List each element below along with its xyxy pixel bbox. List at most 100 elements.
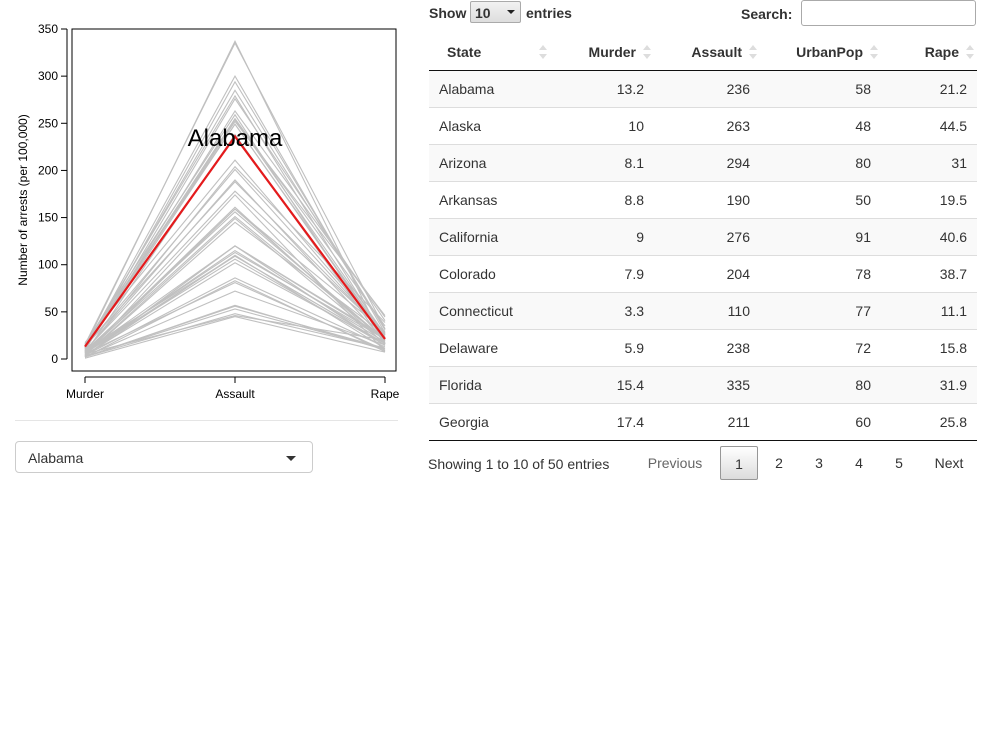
table-row[interactable]: California 9 276 91 40.6 [429,217,977,255]
page-button-1[interactable]: 1 [720,446,758,480]
table-cell-assault: 335 [654,365,760,403]
state-line [84,206,386,353]
column-header-assault[interactable]: Assault [654,34,760,71]
table-cell-state: Alaska [429,106,550,144]
highlight-state-label: Alabama [188,125,283,152]
page-button-4[interactable]: 4 [855,455,863,471]
table-cell-murder: 13.2 [616,80,644,97]
table-cell-state: Arkansas [429,180,550,218]
column-header-murder[interactable]: Murder [550,34,654,71]
state-line [84,179,386,352]
table-cell-murder: 10 [550,106,654,144]
y-tick-label: 200 [38,163,58,177]
length-prefix-label: Show [429,5,467,21]
column-header-state[interactable]: State [429,34,550,71]
table-cell-rape: 31 [881,143,977,181]
table-row[interactable]: Delaware 5.9 238 72 15.8 [429,328,977,366]
table-row[interactable]: Arizona 8.1 294 80 31 [429,143,977,181]
page-button-3[interactable]: 3 [815,455,823,471]
page-button-5[interactable]: 5 [895,455,903,471]
table-cell-state: Alabama [439,80,495,97]
state-select-value: Alabama [28,450,84,466]
table-row[interactable]: Alabama 13.2 236 58 21.2 [429,70,977,107]
table-cell-murder: 8.8 [550,180,654,218]
table-cell-assault: 263 [654,106,760,144]
table-row[interactable]: Arkansas 8.8 190 50 19.5 [429,180,977,218]
previous-page-button[interactable]: Previous [647,455,703,471]
table-cell-urbanpop: 77 [760,291,881,329]
search-input[interactable] [801,0,976,26]
next-page-button[interactable]: Next [934,455,964,471]
state-line [84,221,386,356]
table-row[interactable]: Alaska 10 263 48 44.5 [429,106,977,144]
table-cell-murder: 8.1 [550,143,654,181]
state-line [84,40,386,347]
table-cell-murder: 3.3 [550,291,654,329]
y-tick-label: 50 [45,305,59,319]
length-select[interactable]: 10 [470,1,521,23]
table-row[interactable]: Florida 15.4 335 80 31.9 [429,365,977,403]
table-cell-murder: 17.4 [550,402,654,441]
table-cell-murder: 7.9 [550,254,654,292]
table-row[interactable]: Connecticut 3.3 110 77 11.1 [429,291,977,329]
sort-icon [643,45,651,59]
plot-divider [15,420,398,421]
column-header-urbanpop[interactable]: UrbanPop [760,34,881,71]
table-cell-assault: 276 [654,217,760,255]
state-line [84,245,386,357]
state-line [84,281,386,355]
y-tick-label: 350 [38,22,58,36]
state-line [84,217,386,356]
sort-icon [966,45,974,59]
y-tick-label: 100 [38,258,58,272]
table-cell-urbanpop: 50 [760,180,881,218]
column-header-label: Assault [691,43,742,60]
table-cell-assault: 190 [654,180,760,218]
table-cell-urbanpop: 78 [760,254,881,292]
page-button-2[interactable]: 2 [775,455,783,471]
search-label: Search: [741,6,793,22]
column-header-rape[interactable]: Rape [881,34,977,71]
table-cell-assault: 238 [654,328,760,366]
length-suffix-label: entries [526,5,572,21]
state-line [84,258,386,354]
table-cell-urbanpop: 80 [760,143,881,181]
plot-frame [71,28,397,372]
table-cell-urbanpop: 80 [760,365,881,403]
y-tick-label: 0 [51,352,58,366]
arrests-plot: 0 50 100 150 200 250 300 350 Murder Assault Rape … [0,0,400,410]
state-line [84,133,386,354]
table-cell-rape: 31.9 [881,365,977,403]
table-cell-murder: 5.9 [550,328,654,366]
table-cell-murder: 9 [550,217,654,255]
state-line [84,255,386,354]
table-header-row: State Murder Assault UrbanPop Rape [429,34,977,71]
state-select[interactable]: Alabama [15,441,313,473]
table-row[interactable]: Colorado 7.9 204 78 38.7 [429,254,977,292]
highlight-state-line [84,134,386,348]
state-line [84,290,386,358]
table-body: Alabama 13.2 236 58 21.2 Alaska 10 263 48 44.5 Ari… [429,70,977,441]
table-info: Showing 1 to 10 of 50 entries [428,456,610,472]
column-header-label: State [447,43,482,60]
table-cell-rape: 21.2 [939,80,967,97]
sort-icon [539,45,547,59]
state-line [84,308,386,358]
table-cell-state: Connecticut [429,291,550,329]
sort-icon [749,45,757,59]
state-line [84,168,386,348]
y-axis-label: Number of arrests (per 100,000) [16,114,30,285]
state-line [84,180,386,347]
table-cell-state: Delaware [429,328,550,366]
table-cell-rape: 38.7 [881,254,977,292]
table-cell-assault: 294 [654,143,760,181]
table-row[interactable]: Georgia 17.4 211 60 25.8 [429,402,977,441]
table-cell-state: Colorado [429,254,550,292]
state-line [84,118,386,349]
state-line [84,313,386,358]
table-cell-urbanpop: 72 [760,328,881,366]
y-tick-label: 300 [38,69,58,83]
caret-down-icon [507,10,515,14]
table-cell-murder: 15.4 [550,365,654,403]
table-cell-state: California [429,217,550,255]
